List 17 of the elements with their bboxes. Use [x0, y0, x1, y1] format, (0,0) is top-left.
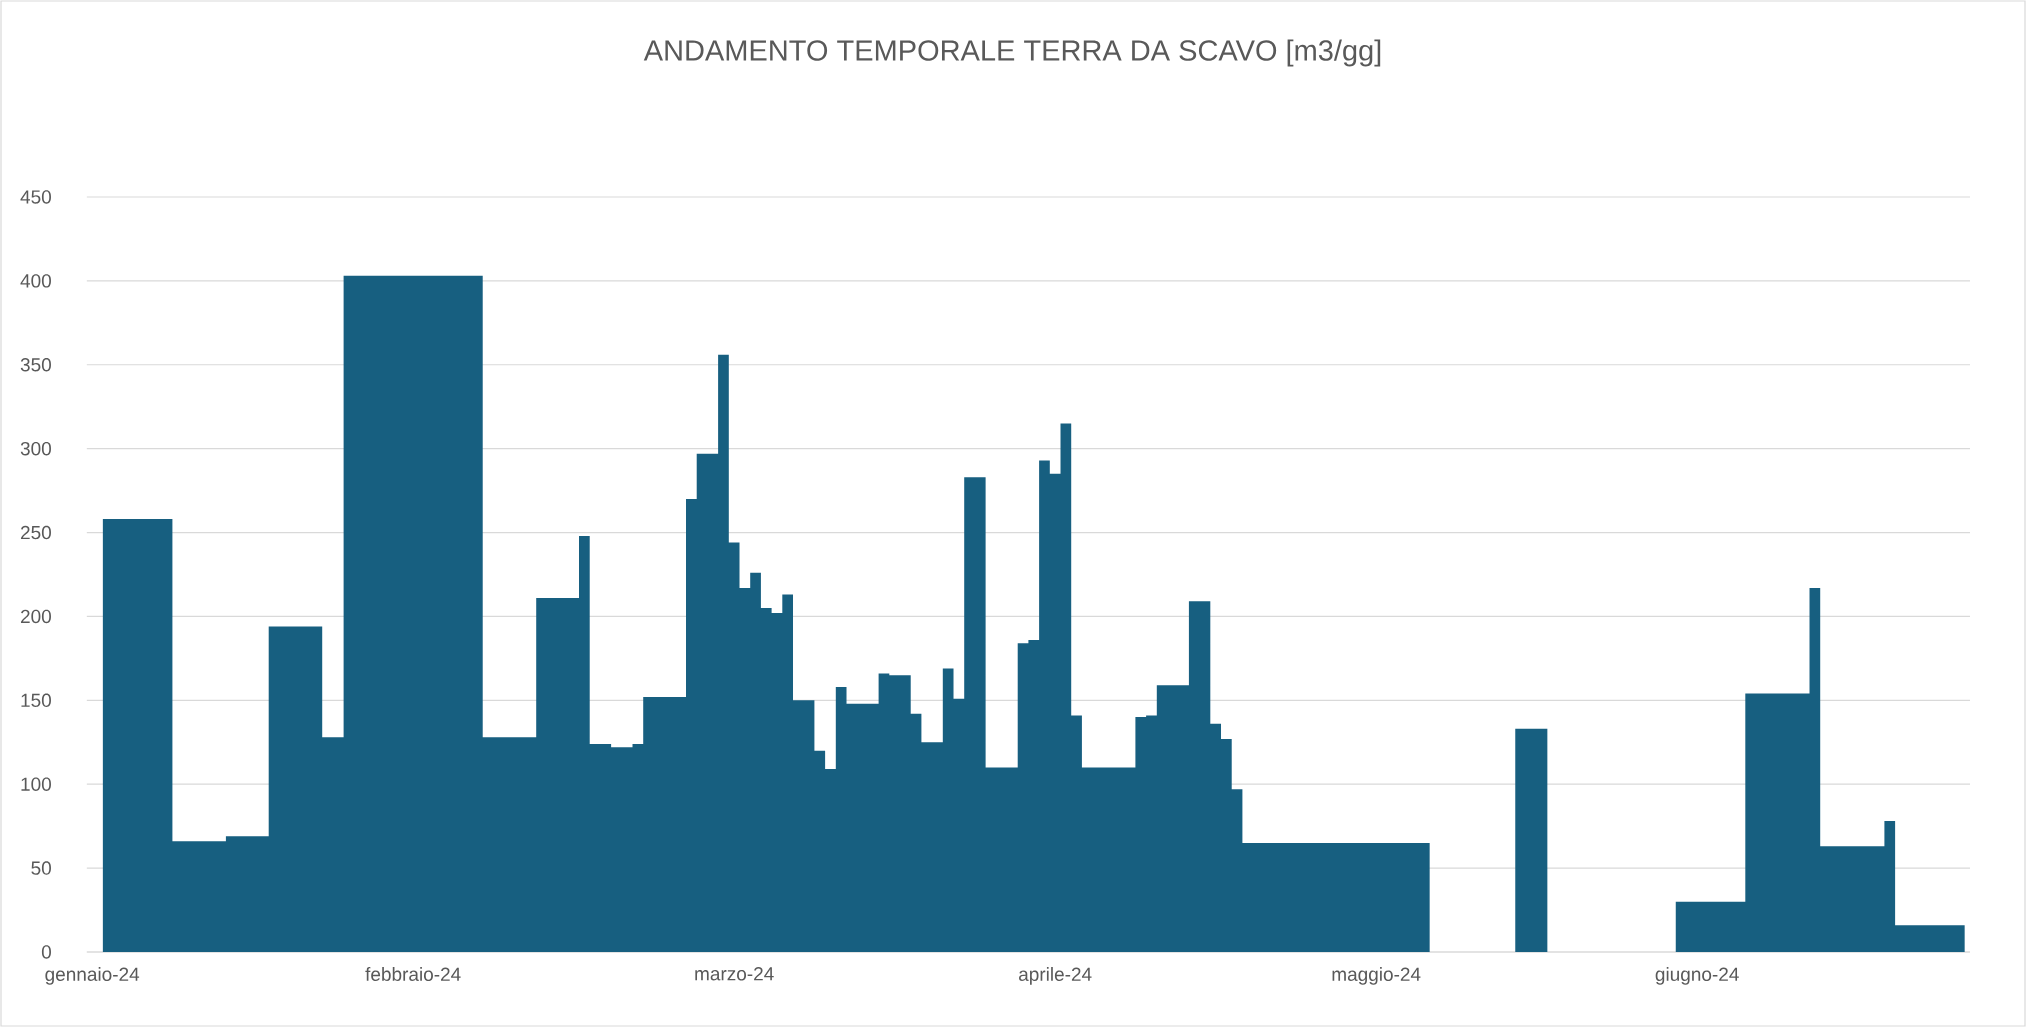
x-tick-label: giugno-24 [1655, 967, 1739, 985]
x-tick-label: gennaio-24 [45, 967, 140, 985]
y-tick-label: 50 [31, 861, 51, 875]
y-tick-label: 450 [20, 190, 51, 204]
y-tick-label: 100 [21, 777, 51, 791]
chart-title: ANDAMENTO TEMPORALE TERRA DA SCAVO [m3/gg] [643, 39, 1381, 67]
y-tick-label: 300 [20, 441, 51, 456]
y-tick-label: 400 [20, 274, 51, 288]
x-tick-label: aprile-24 [1019, 967, 1092, 985]
x-tick-label: febbraio-24 [365, 967, 461, 981]
y-tick-label: 150 [21, 693, 51, 708]
x-tick-label: maggio-24 [1332, 967, 1421, 985]
x-tick-label: marzo-24 [695, 967, 774, 981]
y-tick-label: 250 [20, 525, 51, 540]
y-tick-label: 200 [20, 609, 51, 624]
y-tick-label: 0 [41, 945, 51, 959]
y-tick-label: 350 [20, 358, 51, 372]
